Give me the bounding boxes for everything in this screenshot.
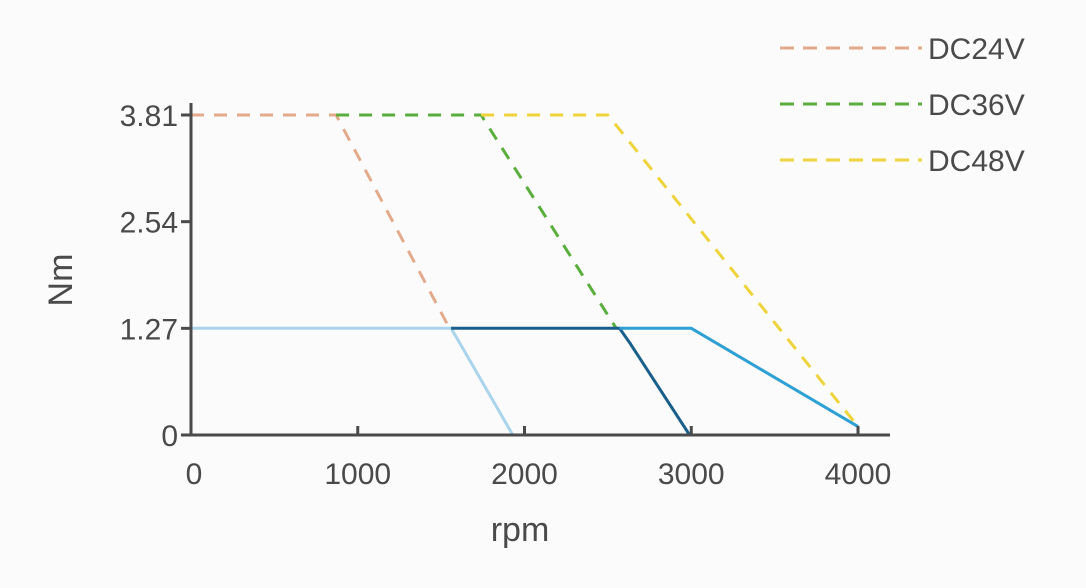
ticks-layer: 0 1000 2000 3000 4000 0 1.27 2.54 3.81 xyxy=(120,100,892,491)
x-tick-label: 4000 xyxy=(825,458,892,491)
y-tick-label: 2.54 xyxy=(120,207,178,240)
series-line-solid-4 xyxy=(451,326,691,436)
y-axis-title: Nm xyxy=(42,254,80,307)
legend: DC24V DC36V DC48V xyxy=(780,33,1025,178)
legend-label-dc48v: DC48V xyxy=(928,145,1025,178)
y-tick-label: 3.81 xyxy=(120,100,178,133)
series-line-dc36v xyxy=(336,113,618,330)
y-tick-label: 1.27 xyxy=(120,313,178,346)
x-tick-label: 0 xyxy=(186,458,203,491)
series-line-dc48v xyxy=(481,113,860,428)
series-line-solid-5 xyxy=(619,326,859,428)
x-tick-label: 1000 xyxy=(324,458,391,491)
axes-layer xyxy=(189,103,890,437)
x-tick-label: 3000 xyxy=(658,458,725,491)
series-line-solid-3 xyxy=(191,326,515,436)
x-axis-title: rpm xyxy=(491,511,550,549)
series-line-dc24v xyxy=(191,113,451,330)
y-tick-label: 0 xyxy=(161,420,178,453)
legend-label-dc36v: DC36V xyxy=(928,89,1025,122)
legend-label-dc24v: DC24V xyxy=(928,33,1025,66)
x-tick-label: 2000 xyxy=(491,458,558,491)
series-layer xyxy=(191,113,860,436)
